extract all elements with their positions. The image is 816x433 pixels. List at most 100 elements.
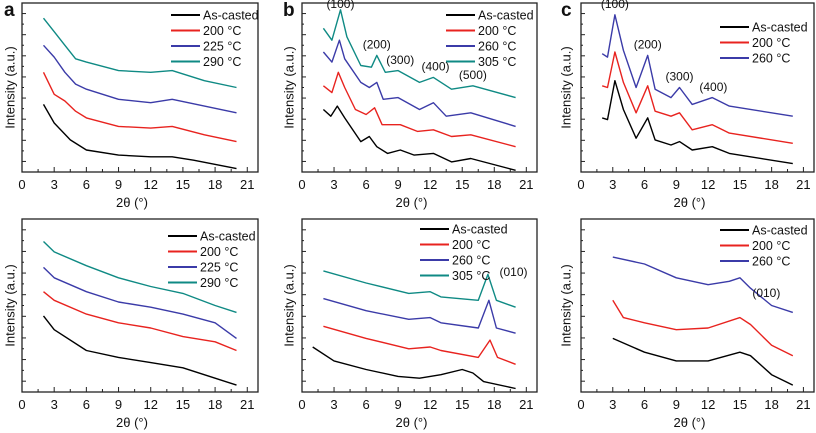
x-tick-label: 21 [796,397,810,412]
legend-label: 290 °C [200,276,238,290]
x-tick-label: 3 [51,397,58,412]
panel-c: 0 3 6 9 12 15 18 21 2θ (°) Intensity (a.u.) As-cas… [559,0,815,210]
series-line-as-casted [312,346,516,390]
panel-a-bottom: 0 3 6 9 12 15 18 21 2θ (°) Intensity (a.u.) As-cas… [3,218,259,430]
x-tick-label: 12 [701,177,715,192]
y-axis-label: Intensity (a.u.) [559,264,574,346]
peak-annotation: (300) [386,53,414,67]
x-tick-label: 15 [733,177,747,192]
peak-annotation: (100) [601,0,629,11]
x-tick-label: 0 [298,397,305,412]
y-axis-label: Intensity (a.u.) [282,264,297,346]
x-tick-label: 18 [764,397,778,412]
peak-annotation: (200) [634,38,662,52]
series-line-as-casted [601,80,793,165]
series-line-290-c [43,240,237,314]
x-axis-label: 2θ (°) [396,195,428,210]
series-line-200-c [323,325,516,365]
legend-label: As-casted [752,224,808,238]
x-tick-label: 15 [176,397,190,412]
series-line-200-c [612,299,794,357]
legend-label: As-casted [452,223,508,237]
x-tick-label: 12 [701,397,715,412]
series-line-260-c [612,256,794,314]
series-line-225-c [42,44,237,114]
legend-label: 260 °C [752,52,790,66]
x-tick-label: 3 [609,177,616,192]
legend-label: 200 °C [452,238,490,252]
series-line-290-c [42,17,237,89]
x-tick-label: 9 [115,397,122,412]
peak-annotation: (200) [363,38,391,52]
legend-label: 200 °C [203,24,241,38]
x-tick-label: 6 [641,397,648,412]
x-axis-label: 2θ (°) [116,195,148,210]
series-line-as-casted [42,315,237,386]
legend-label: 260 °C [478,40,516,54]
x-tick-label: 6 [362,397,369,412]
series-line-260-c [322,39,516,128]
peak-annotation: (400) [699,80,727,94]
x-tick-label: 18 [487,177,501,192]
series-line-as-casted [42,104,237,170]
series-line-as-casted [322,105,516,171]
x-tick-label: 21 [519,177,533,192]
x-tick-label: 3 [51,177,58,192]
legend-label: 305 °C [452,269,490,283]
x-tick-label: 6 [641,177,648,192]
x-tick-label: 6 [362,177,369,192]
x-axis-label: 2θ (°) [116,415,148,430]
x-tick-label: 12 [143,177,157,192]
x-tick-label: 15 [455,177,469,192]
legend-label: 200 °C [752,36,790,50]
y-axis-label: Intensity (a.u.) [3,46,18,128]
x-tick-label: 0 [298,177,305,192]
x-axis-label: 2θ (°) [674,195,706,210]
x-tick-label: 21 [240,177,254,192]
legend-label: 200 °C [200,245,238,259]
x-tick-label: 12 [423,177,437,192]
legend-label: As-casted [203,9,259,23]
x-tick-label: 3 [609,397,616,412]
legend-label: As-casted [478,9,534,23]
x-tick-label: 9 [673,177,680,192]
x-tick-label: 18 [208,397,222,412]
panel-c-bottom: 0 3 6 9 12 15 18 21 2θ (°) Intensity (a.u.) As-cas… [559,218,815,430]
series-line-260-c [601,14,793,117]
panel-b: 0 3 6 9 12 15 18 21 2θ (°) Intensity (a.u.) As-cas… [282,0,538,210]
peak-annotation: (010) [499,265,527,279]
x-tick-label: 21 [240,397,254,412]
x-axis-label: 2θ (°) [396,415,428,430]
peak-annotation: (300) [665,70,693,84]
series-line-200-c [322,71,516,148]
peak-annotation: (500) [459,68,487,82]
x-tick-label: 12 [423,397,437,412]
x-tick-label: 12 [143,397,157,412]
x-tick-label: 9 [673,397,680,412]
x-tick-label: 9 [115,177,122,192]
series-line-305-c [322,9,516,99]
x-tick-label: 9 [395,397,402,412]
x-tick-label: 15 [733,397,747,412]
x-tick-label: 6 [83,177,90,192]
series-line-200-c [42,71,237,143]
legend-label: 200 °C [478,24,516,38]
x-tick-label: 15 [176,177,190,192]
series-line-260-c [323,297,516,334]
legend-label: 260 °C [452,254,490,268]
x-tick-label: 3 [330,397,337,412]
plot-frame [301,218,538,393]
legend-label: 305 °C [478,55,516,69]
panel-letter-a: a [4,0,15,21]
x-tick-label: 6 [83,397,90,412]
panel-b-bottom: 0 3 6 9 12 15 18 21 2θ (°) Intensity (a.u.) As-cas… [282,218,538,430]
y-axis-label: Intensity (a.u.) [3,264,18,346]
y-axis-label: Intensity (a.u.) [282,46,297,128]
series-line-305-c [323,270,516,308]
legend-label: As-casted [752,21,808,35]
legend-label: 225 °C [203,40,241,54]
legend-label: 225 °C [200,261,238,275]
series-line-200-c [43,291,237,352]
x-tick-label: 3 [330,177,337,192]
